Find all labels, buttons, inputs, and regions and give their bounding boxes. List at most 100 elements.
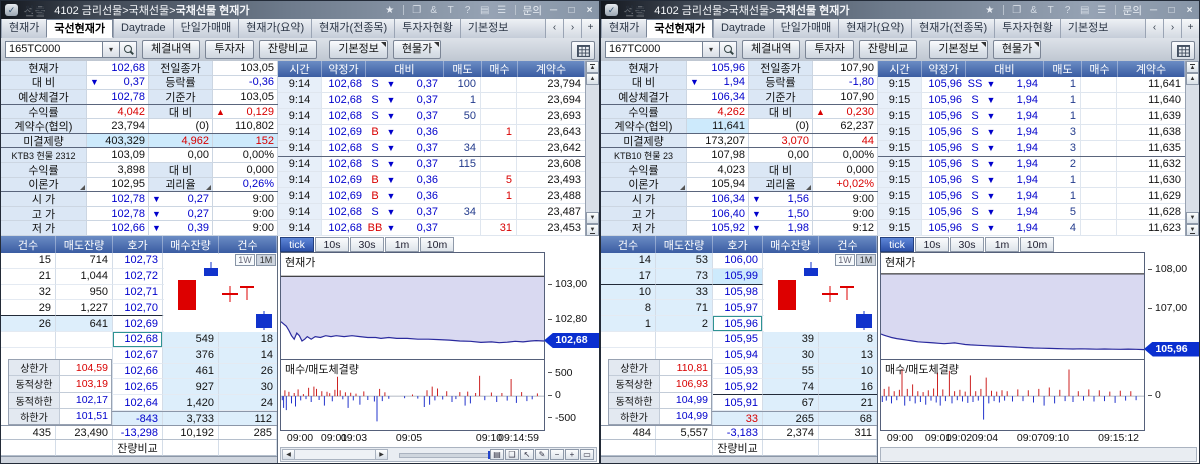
tab-2[interactable]: 국선현재가 bbox=[46, 19, 113, 38]
scroll-down-button[interactable]: ▼ bbox=[1186, 212, 1199, 224]
tab-4[interactable]: 단일가매매 bbox=[172, 19, 239, 38]
tick-row[interactable]: 9:15 105,96 S ▼ 1,94 5 11,628 bbox=[878, 204, 1185, 221]
symbol-code-input[interactable]: 165TC000 bbox=[5, 41, 103, 58]
list-icon[interactable]: ☰ bbox=[1097, 4, 1107, 16]
tab-6[interactable]: 현재가(전종목) bbox=[911, 19, 994, 38]
chart-tool-7[interactable]: ▭ bbox=[580, 449, 594, 460]
tab-3[interactable]: Daytrade bbox=[712, 19, 773, 38]
minimize-button[interactable]: ─ bbox=[1149, 4, 1158, 16]
minimize-button[interactable]: ─ bbox=[549, 4, 558, 16]
toolbar-button-1[interactable]: 체결내역 bbox=[742, 40, 801, 59]
toolbar-button-1[interactable]: 체결내역 bbox=[142, 40, 201, 59]
text-icon[interactable]: T bbox=[1047, 4, 1054, 16]
help-icon[interactable]: ? bbox=[1064, 4, 1071, 16]
scroll-track[interactable] bbox=[586, 85, 599, 212]
scroll-right-button[interactable]: ▶ bbox=[375, 450, 387, 459]
chart-tab-1m[interactable]: 1m bbox=[385, 237, 419, 252]
period-1w-button[interactable]: 1W bbox=[835, 254, 855, 266]
tab-1[interactable]: 현재가 bbox=[1, 19, 46, 38]
tab-8[interactable]: 기본정보 bbox=[459, 19, 515, 38]
tick-row[interactable]: 9:14 102,68 S ▼ 0,37 1 23,694 bbox=[278, 92, 585, 109]
scroll-left-button[interactable]: ◀ bbox=[283, 450, 295, 459]
scroll-up-button[interactable]: ▲ bbox=[1186, 73, 1199, 85]
tick-row[interactable]: 9:15 105,96 S ▼ 1,94 3 11,635 bbox=[878, 140, 1185, 157]
chart-tab-10m[interactable]: 10m bbox=[1020, 237, 1054, 252]
bid-row[interactable]: 102,65 927 30 bbox=[1, 379, 277, 396]
tick-row[interactable]: 9:15 105,96 S ▼ 1,94 4 11,623 bbox=[878, 220, 1185, 237]
chart-tool-6[interactable]: + bbox=[565, 449, 579, 460]
period-1m-button[interactable]: 1M bbox=[856, 254, 876, 266]
tick-row[interactable]: 9:14 102,69 B ▼ 0,36 5 23,493 bbox=[278, 172, 585, 189]
symbol-code-input[interactable]: 167TC000 bbox=[605, 41, 703, 58]
info-label[interactable]: 괴리율 bbox=[149, 177, 213, 192]
export-icon[interactable]: ❐ bbox=[412, 4, 422, 16]
tab-scroll-left-button[interactable]: ‹ bbox=[1145, 19, 1163, 38]
tick-row[interactable]: 9:14 102,68 BB ▼ 0,37 31 23,453 bbox=[278, 220, 585, 237]
tab-add-button[interactable]: + bbox=[581, 19, 599, 38]
tab-3[interactable]: Daytrade bbox=[112, 19, 173, 38]
grid-view-button[interactable] bbox=[571, 41, 595, 60]
toolbar-button-5[interactable]: 현물가 bbox=[992, 40, 1042, 59]
toolbar-button-2[interactable]: 투자자 bbox=[205, 40, 254, 59]
bid-row[interactable]: 102,64 1,420 24 bbox=[1, 395, 277, 411]
chart-tool-3[interactable]: ↖ bbox=[520, 449, 534, 460]
bid-row[interactable]: 105,91 67 21 bbox=[601, 395, 877, 411]
tab-5[interactable]: 현재가(요약) bbox=[838, 19, 911, 38]
chart-tab-10s[interactable]: 10s bbox=[915, 237, 949, 252]
print-icon[interactable]: ▤ bbox=[1079, 4, 1090, 16]
bid-row[interactable]: 102,67 376 14 bbox=[1, 347, 277, 364]
text-icon[interactable]: T bbox=[447, 4, 454, 16]
tab-7[interactable]: 투자자현황 bbox=[394, 19, 460, 38]
bid-row[interactable]: 105,94 30 13 bbox=[601, 347, 877, 364]
bid-row[interactable]: 105,92 74 16 bbox=[601, 379, 877, 396]
scroll-up-button[interactable]: ▲ bbox=[586, 73, 599, 85]
scroll-bottom-button[interactable]: ▼ bbox=[1186, 224, 1199, 236]
tab-8[interactable]: 기본정보 bbox=[1059, 19, 1115, 38]
tick-row[interactable]: 9:15 105,96 S ▼ 1,94 1 11,630 bbox=[878, 172, 1185, 189]
link-icon[interactable]: & bbox=[430, 4, 437, 16]
chart-tab-tick[interactable]: tick bbox=[880, 237, 914, 252]
ask-row[interactable]: 8 71 105,97 bbox=[601, 300, 877, 317]
ask-row[interactable]: 26 641 102,69 bbox=[1, 316, 277, 332]
tick-row[interactable]: 9:15 105,96 S ▼ 1,94 2 11,632 bbox=[878, 156, 1185, 173]
ask-row[interactable]: 14 53 106,00 bbox=[601, 253, 877, 269]
vertical-scrollbar[interactable]: ▲ ▲ ▼ ▼ bbox=[1185, 61, 1199, 236]
tick-row[interactable]: 9:14 102,68 S ▼ 0,37 115 23,608 bbox=[278, 156, 585, 173]
tab-add-button[interactable]: + bbox=[1181, 19, 1199, 38]
print-icon[interactable]: ▤ bbox=[479, 4, 490, 16]
tick-row[interactable]: 9:14 102,68 S ▼ 0,37 34 23,642 bbox=[278, 140, 585, 157]
tab-4[interactable]: 단일가매매 bbox=[772, 19, 839, 38]
toolbar-button-4[interactable]: 기본정보 bbox=[329, 40, 388, 59]
close-button[interactable]: × bbox=[586, 4, 593, 16]
combo-dropdown-button[interactable]: ▾ bbox=[103, 41, 120, 58]
tick-row[interactable]: 9:15 105,96 S ▼ 1,94 1 11,629 bbox=[878, 188, 1185, 205]
favorite-star-icon[interactable]: ★ bbox=[985, 4, 995, 16]
chart-tab-30s[interactable]: 30s bbox=[350, 237, 384, 252]
chart-tool-4[interactable]: ✎ bbox=[535, 449, 549, 460]
scroll-track[interactable] bbox=[1186, 85, 1199, 212]
help-icon[interactable]: ? bbox=[464, 4, 471, 16]
scroll-top-button[interactable]: ▲ bbox=[1186, 61, 1199, 73]
tab-scroll-right-button[interactable]: › bbox=[1163, 19, 1181, 38]
inquiry-button[interactable]: 문의 bbox=[522, 4, 542, 17]
toolbar-button-5[interactable]: 현물가 bbox=[392, 40, 442, 59]
app-menu-icon[interactable]: ✓ bbox=[5, 4, 18, 16]
bid-row[interactable]: 102,68 549 18 bbox=[1, 331, 277, 348]
inquiry-button[interactable]: 문의 bbox=[1122, 4, 1142, 17]
tick-row[interactable]: 9:14 102,68 S ▼ 0,37 34 23,487 bbox=[278, 204, 585, 221]
chart-tab-10s[interactable]: 10s bbox=[315, 237, 349, 252]
combo-dropdown-button[interactable]: ▾ bbox=[703, 41, 720, 58]
chart-tool-2[interactable]: ❑ bbox=[505, 449, 519, 460]
favorite-star-icon[interactable]: ★ bbox=[385, 4, 395, 16]
toolbar-button-3[interactable]: 잔량비교 bbox=[258, 40, 318, 59]
info-label[interactable]: 이론가 bbox=[601, 177, 687, 192]
tab-6[interactable]: 현재가(전종목) bbox=[311, 19, 394, 38]
chart-tool-5[interactable]: − bbox=[550, 449, 564, 460]
maximize-button[interactable]: □ bbox=[1168, 4, 1175, 16]
ask-row[interactable]: 17 73 105,99 bbox=[601, 268, 877, 285]
tick-row[interactable]: 9:14 102,69 B ▼ 0,36 1 23,643 bbox=[278, 124, 585, 141]
tick-row[interactable]: 9:14 102,69 B ▼ 0,36 1 23,488 bbox=[278, 188, 585, 205]
list-icon[interactable]: ☰ bbox=[497, 4, 507, 16]
maximize-button[interactable]: □ bbox=[568, 4, 575, 16]
tab-scroll-right-button[interactable]: › bbox=[563, 19, 581, 38]
